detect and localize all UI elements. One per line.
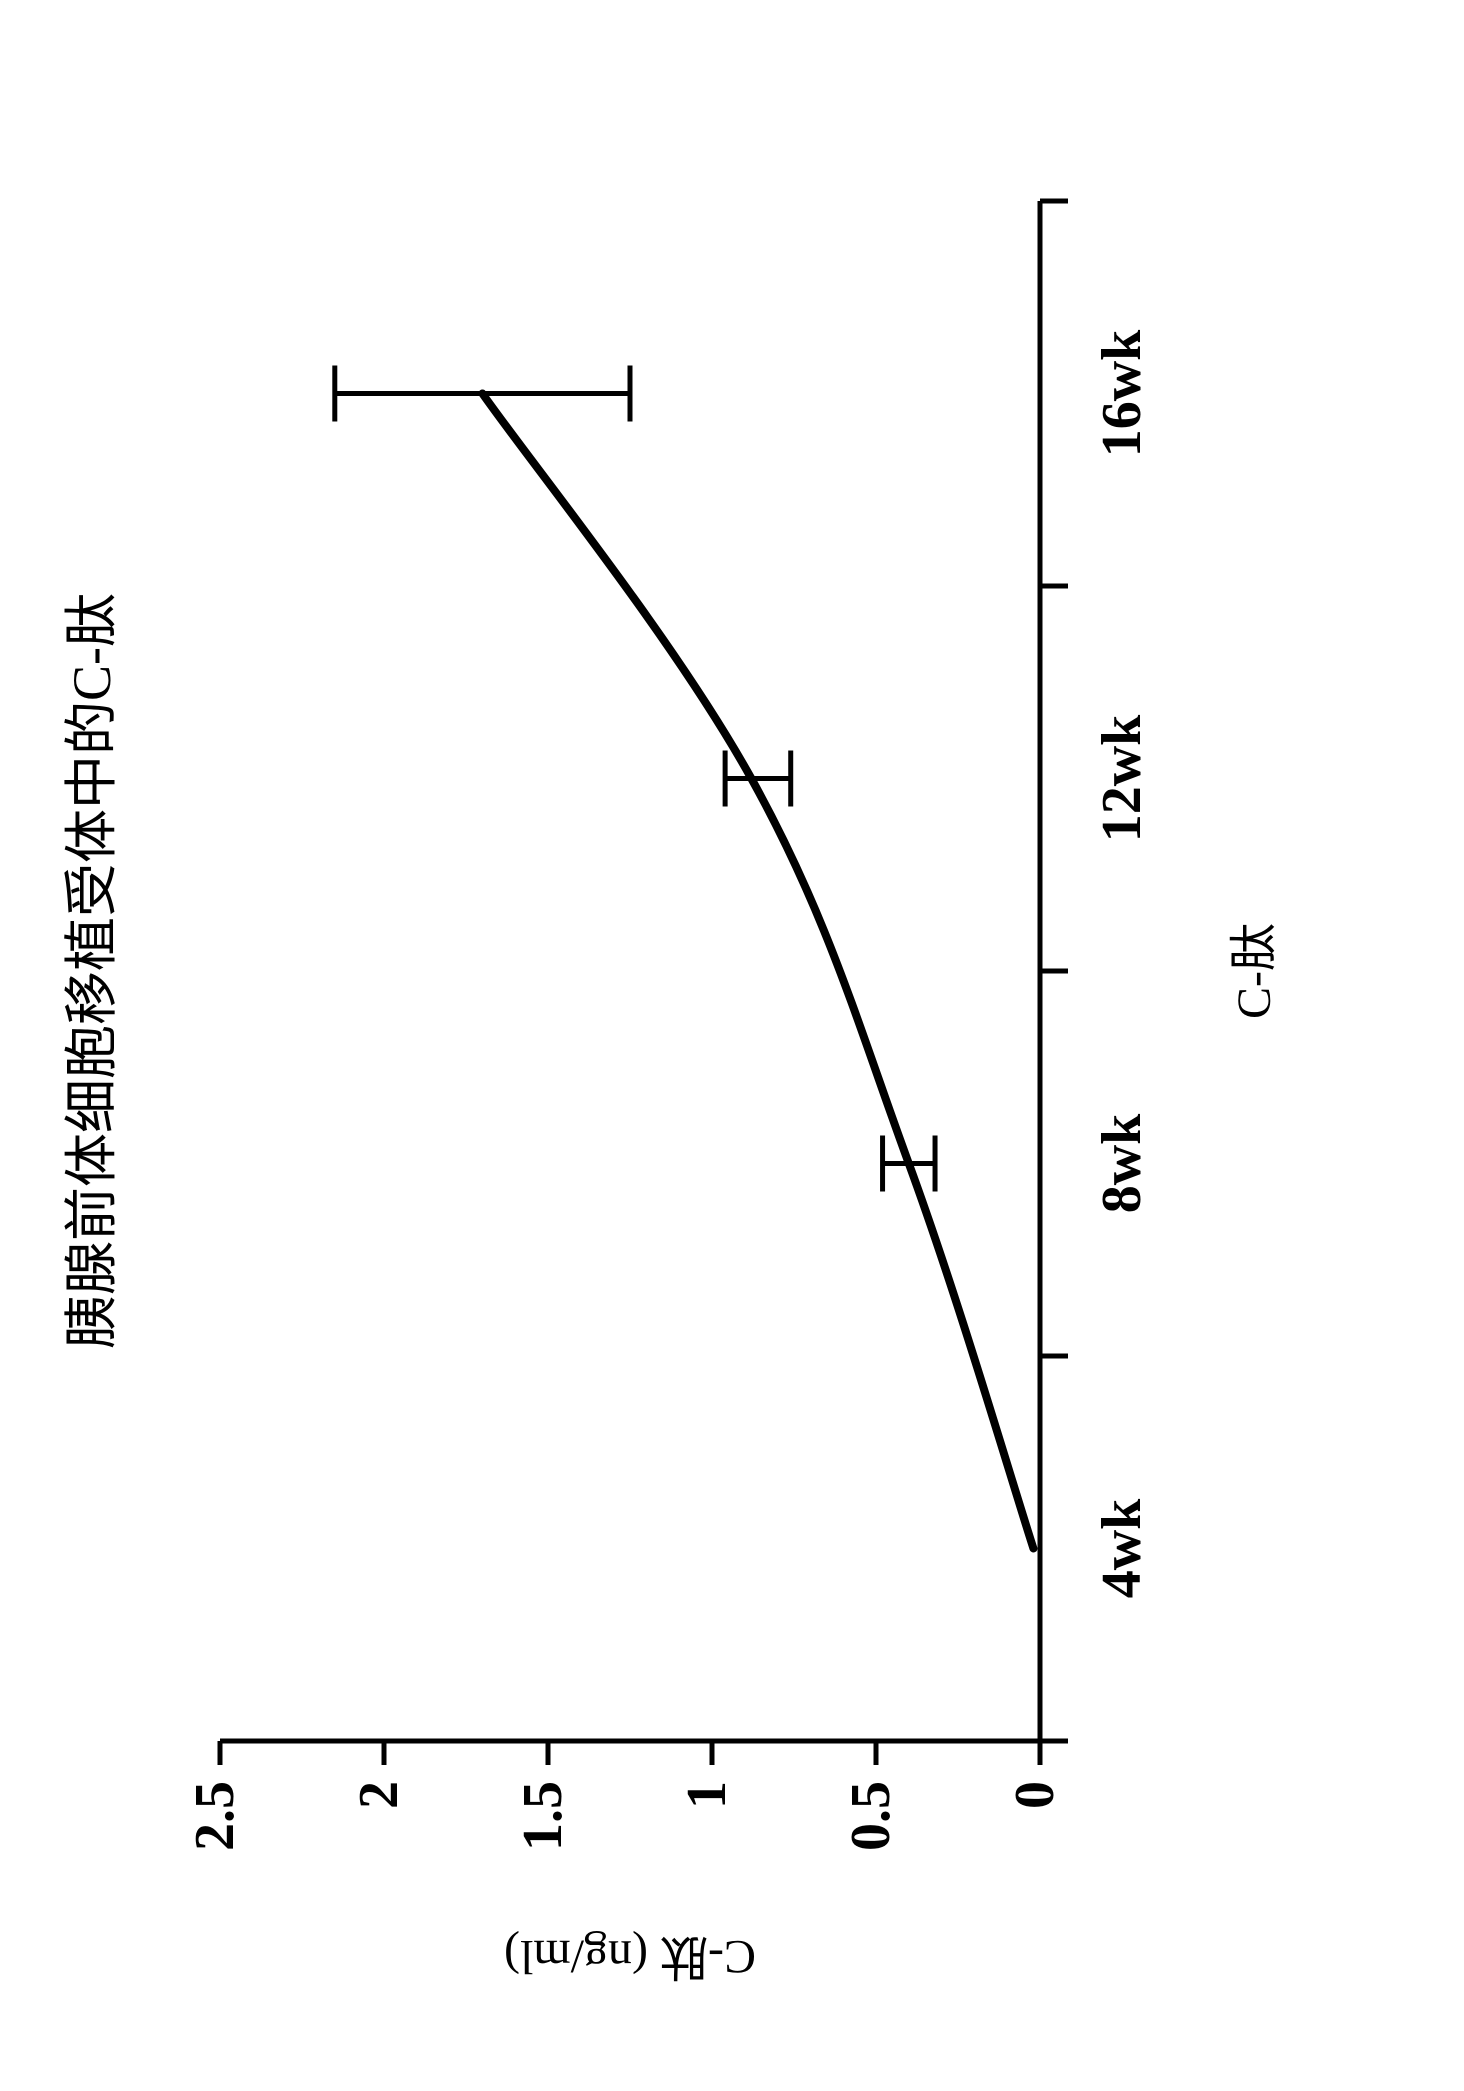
y-tick-label: 2 bbox=[348, 1781, 410, 1809]
x-tick-label: 4wk bbox=[1091, 1498, 1153, 1598]
x-axis-label: C-肽 bbox=[1228, 923, 1281, 1019]
error-bar bbox=[335, 366, 630, 422]
y-tick-label: 2.5 bbox=[184, 1781, 246, 1851]
y-tick-label: 1 bbox=[676, 1781, 738, 1809]
chart-svg: 胰腺前体细胞移植受体中的C-肽 0 0.5 1 1.5 2 2.5 4wk 8wk 12wk 16w… bbox=[0, 0, 1464, 2091]
y-tick-label: 1.5 bbox=[512, 1781, 574, 1851]
x-tick-label: 16wk bbox=[1091, 329, 1153, 457]
data-line bbox=[482, 394, 1033, 1549]
y-tick-label: 0.5 bbox=[840, 1781, 902, 1851]
chart-canvas: 胰腺前体细胞移植受体中的C-肽 0 0.5 1 1.5 2 2.5 4wk 8wk 12wk 16w… bbox=[0, 0, 1464, 2091]
y-tick-label: 0 bbox=[1004, 1781, 1066, 1809]
x-tick-label: 12wk bbox=[1091, 714, 1153, 842]
chart-stage: 胰腺前体细胞移植受体中的C-肽 0 0.5 1 1.5 2 2.5 4wk 8wk 12wk 16w… bbox=[0, 0, 1464, 2091]
chart-title: 胰腺前体细胞移植受体中的C-肽 bbox=[62, 593, 122, 1349]
error-bar bbox=[883, 1136, 935, 1192]
axes: 0 0.5 1 1.5 2 2.5 4wk 8wk 12wk 16wk bbox=[184, 201, 1153, 1851]
y-axis-label: C-肽 (ng/ml) bbox=[504, 1930, 756, 1983]
x-tick-label: 8wk bbox=[1091, 1113, 1153, 1213]
